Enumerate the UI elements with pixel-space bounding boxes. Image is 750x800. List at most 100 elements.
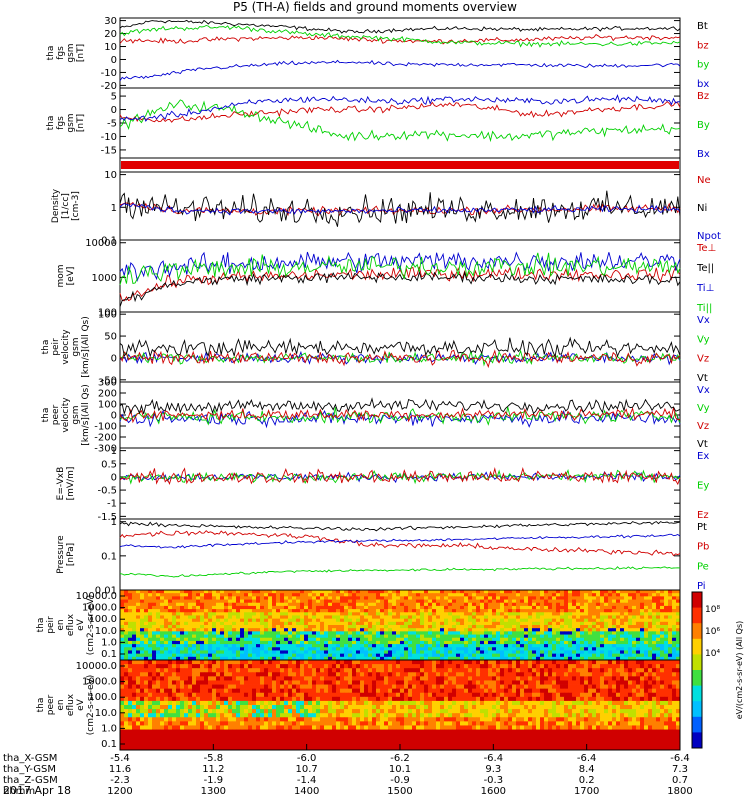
spectrogram-cell bbox=[152, 640, 157, 645]
spectrogram-cell bbox=[180, 593, 185, 597]
spectrogram-cell bbox=[276, 672, 281, 677]
spectrogram-cell bbox=[420, 599, 425, 604]
spectrogram-cell bbox=[556, 593, 561, 597]
spectrogram-cell bbox=[252, 631, 257, 635]
spectrogram-cell bbox=[144, 653, 149, 658]
legend-entry: Vx bbox=[697, 385, 710, 396]
spectrogram-cell bbox=[192, 692, 197, 698]
spectrogram-cell bbox=[560, 692, 565, 698]
spectrogram-cell bbox=[656, 631, 661, 635]
spectrogram-cell bbox=[420, 647, 425, 651]
spectrogram-cell bbox=[540, 602, 545, 607]
spectrogram-cell bbox=[616, 631, 621, 635]
spectrogram-cell bbox=[592, 618, 597, 623]
spectrogram-cell bbox=[528, 705, 533, 710]
spectrogram-cell bbox=[464, 684, 469, 690]
spectrogram-cell bbox=[480, 593, 485, 597]
spectrogram-cell bbox=[552, 696, 557, 702]
spectrogram-cell bbox=[624, 593, 629, 597]
spectrogram-cell bbox=[564, 590, 569, 594]
spectrogram-cell bbox=[228, 605, 233, 610]
spectrogram-cell bbox=[120, 647, 125, 651]
spectrogram-cell bbox=[520, 656, 525, 661]
spectrogram-cell bbox=[452, 647, 457, 651]
spectrogram-cell bbox=[300, 605, 305, 610]
spectrogram-cell bbox=[520, 664, 525, 669]
spectrogram-cell bbox=[352, 684, 357, 690]
spectrogram-cell bbox=[280, 612, 285, 616]
spectrogram-cell bbox=[596, 593, 601, 597]
spectrogram-cell bbox=[608, 628, 613, 632]
spectrogram-cell bbox=[372, 634, 377, 639]
spectrogram-cell bbox=[504, 612, 509, 616]
spectrogram-cell bbox=[356, 621, 361, 626]
spectrogram-cell bbox=[488, 705, 493, 710]
spectrogram-cell bbox=[152, 644, 157, 648]
spectrogram-cell bbox=[232, 696, 237, 702]
spectrogram-cell bbox=[160, 696, 165, 702]
spectrogram-cell bbox=[192, 660, 197, 665]
spectrogram-cell bbox=[588, 605, 593, 610]
spectrogram-cell bbox=[488, 692, 493, 698]
spectrogram-cell bbox=[132, 680, 137, 685]
spectrogram-cell bbox=[448, 625, 453, 629]
spectrogram-cell bbox=[136, 705, 141, 710]
spectrogram-cell bbox=[476, 650, 481, 655]
spectrogram-cell bbox=[640, 628, 645, 632]
spectrogram-cell bbox=[464, 602, 469, 607]
spectrogram-cell bbox=[416, 615, 421, 620]
spectrogram-cell bbox=[316, 692, 321, 698]
spectrogram-cell bbox=[568, 672, 573, 677]
spectrogram-cell bbox=[364, 676, 369, 681]
spectrogram-cell bbox=[516, 653, 521, 658]
spectrogram-cell bbox=[256, 628, 261, 632]
spectrogram-cell bbox=[248, 653, 253, 658]
spectrogram-cell bbox=[172, 621, 177, 626]
spectrogram-cell bbox=[660, 660, 665, 665]
spectrogram-cell bbox=[188, 602, 193, 607]
spectrogram-cell bbox=[628, 602, 633, 607]
spectrogram-cell bbox=[628, 612, 633, 616]
spectrogram-cell bbox=[612, 700, 617, 706]
spectrogram-cell bbox=[312, 599, 317, 604]
spectrogram-cell bbox=[436, 692, 441, 698]
spectrogram-cell bbox=[376, 700, 381, 706]
spectrogram-cell bbox=[412, 650, 417, 655]
spectrogram-cell bbox=[196, 656, 201, 661]
spectrogram-cell bbox=[172, 664, 177, 669]
spectrogram-cell bbox=[152, 650, 157, 655]
spectrogram-cell bbox=[296, 653, 301, 658]
y-axis-label: [nPa] bbox=[66, 543, 76, 566]
spectrogram-cell bbox=[144, 593, 149, 597]
spectrogram-cell bbox=[412, 599, 417, 604]
spectrogram-cell bbox=[392, 692, 397, 698]
spectrogram-cell bbox=[644, 684, 649, 690]
spectrogram-cell bbox=[392, 596, 397, 600]
spectrogram-cell bbox=[432, 684, 437, 690]
spectrogram-cell bbox=[128, 602, 133, 607]
spectrogram-cell bbox=[408, 599, 413, 604]
spectrogram-cell bbox=[600, 650, 605, 655]
spectrogram-cell bbox=[192, 696, 197, 702]
spectrogram-cell bbox=[364, 605, 369, 610]
spectrogram-cell bbox=[548, 602, 553, 607]
spectrogram-cell bbox=[300, 696, 305, 702]
spectrogram-cell bbox=[484, 628, 489, 632]
spectrogram-cell bbox=[428, 692, 433, 698]
spectrogram-cell bbox=[428, 640, 433, 645]
spectrogram-cell bbox=[616, 618, 621, 623]
spectrogram-cell bbox=[572, 696, 577, 702]
spectrogram-cell bbox=[336, 609, 341, 613]
spectrogram-cell bbox=[492, 590, 497, 594]
spectrogram-cell bbox=[524, 634, 529, 639]
spectrogram-cell bbox=[124, 684, 129, 690]
spectrogram-cell bbox=[232, 605, 237, 610]
spectrogram-cell bbox=[488, 602, 493, 607]
spectrogram-cell bbox=[200, 684, 205, 690]
spectrogram-cell bbox=[640, 599, 645, 604]
spectrogram-cell bbox=[260, 668, 265, 673]
spectrogram-cell bbox=[620, 684, 625, 690]
spectrogram-cell bbox=[308, 696, 313, 702]
spectrogram-cell bbox=[464, 664, 469, 669]
spectrogram-cell bbox=[496, 653, 501, 658]
